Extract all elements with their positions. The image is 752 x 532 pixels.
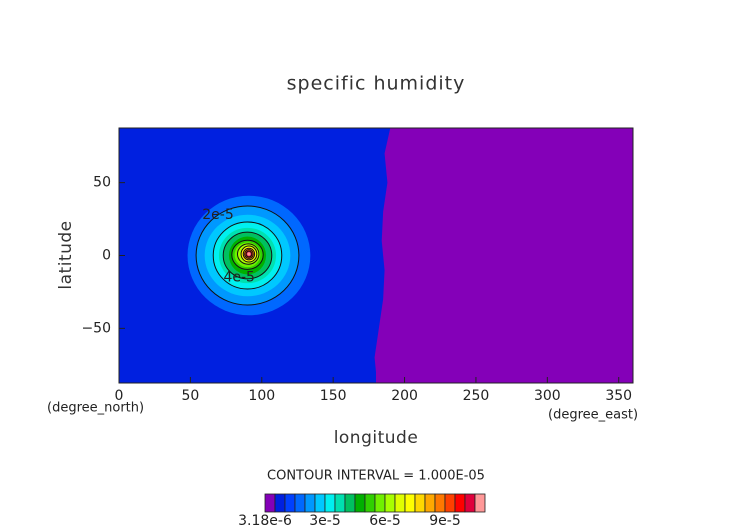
- colorbar-box: [444, 493, 456, 513]
- colorbar-box: [464, 493, 476, 513]
- colorbar-box: [264, 493, 276, 513]
- colorbar-tick-label: 3.18e-6: [238, 513, 292, 529]
- y-tick-label: 0: [102, 248, 111, 264]
- x-tick-label: 250: [463, 388, 490, 404]
- colorbar-box: [324, 493, 336, 513]
- colorbar-box: [384, 493, 396, 513]
- x-tick-label: 0: [115, 388, 124, 404]
- x-axis-label: longitude: [334, 428, 419, 448]
- colorbar-box: [354, 493, 366, 513]
- colorbar-box: [394, 493, 406, 513]
- colorbar-box: [434, 493, 446, 513]
- x-units: (degree_east): [548, 408, 638, 423]
- colorbar-box: [344, 493, 356, 513]
- x-tick-label: 50: [181, 388, 199, 404]
- colorbar-tick-label: 3e-5: [309, 513, 340, 529]
- colorbar-box: [454, 493, 466, 513]
- x-tick-label: 200: [391, 388, 418, 404]
- chart-title: specific humidity: [287, 73, 466, 95]
- colorbar-box: [424, 493, 436, 513]
- colorbar-box: [304, 493, 316, 513]
- y-tick-label: −50: [81, 320, 111, 336]
- x-tick-label: 350: [605, 388, 632, 404]
- colorbar-tick-label: 9e-5: [429, 513, 460, 529]
- colorbar-box: [404, 493, 416, 513]
- contour-label: 4e-5: [223, 269, 254, 285]
- colorbar-box: [364, 493, 376, 513]
- colorbar-box: [474, 493, 486, 513]
- contour-region: [374, 128, 633, 383]
- y-units: (degree_north): [47, 401, 144, 416]
- x-tick-label: 100: [248, 388, 275, 404]
- colorbar-box: [334, 493, 346, 513]
- x-tick-label: 300: [534, 388, 561, 404]
- y-tick-label: 50: [93, 175, 111, 191]
- plot-area: [119, 128, 633, 383]
- colorbar-box: [374, 493, 386, 513]
- contour-interval: CONTOUR INTERVAL = 1.000E-05: [267, 469, 485, 484]
- contour-region: [247, 252, 251, 256]
- y-axis-label: latitude: [56, 220, 76, 289]
- colorbar-box: [274, 493, 286, 513]
- colorbar-box: [414, 493, 426, 513]
- colorbar-box: [294, 493, 306, 513]
- colorbar-box: [284, 493, 296, 513]
- x-tick-label: 150: [320, 388, 347, 404]
- contour-label: 2e-5: [202, 207, 233, 223]
- colorbar-box: [314, 493, 326, 513]
- colorbar-tick-label: 6e-5: [369, 513, 400, 529]
